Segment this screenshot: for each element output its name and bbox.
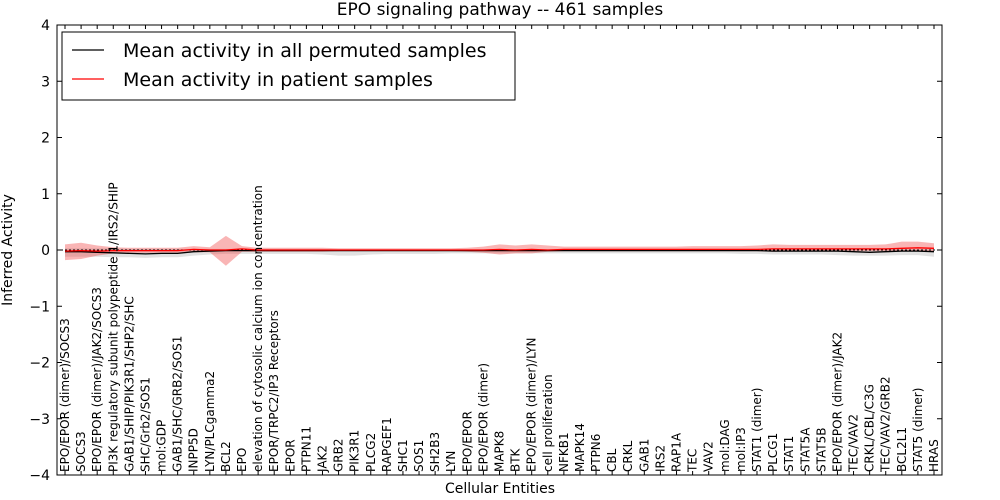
x-tick-label: RAPGEF1 (380, 417, 394, 472)
x-tick-label: STAT5A (798, 427, 812, 472)
y-tick-label: 1 (41, 187, 50, 203)
x-axis: EPO/EPOR (dimer)/SOCS3 SOCS3 EPO/EPOR (dim… (58, 25, 941, 475)
x-tick-label: RAP1A (670, 432, 684, 472)
x-tick-label: EPOR (283, 439, 297, 472)
x-tick-label: TEC/VAV2/GRB2 (879, 376, 893, 473)
x-tick-label: SOS1 (412, 440, 426, 472)
x-tick-label: JAK2 (316, 445, 330, 473)
y-tick-label: −2 (29, 356, 50, 372)
x-tick-label: LYN/PLCgamma2 (203, 371, 217, 472)
series-line-permuted (65, 249, 935, 255)
x-tick-label: TEC/VAV2 (847, 414, 861, 473)
x-tick-label: EPO/EPOR (dimer)/JAK2 (830, 332, 844, 472)
x-tick-label: SH2B3 (428, 432, 442, 472)
x-tick-label: EPOR/TRPC2/IP3 Receptors (267, 310, 281, 472)
y-tick-label: 2 (41, 131, 50, 147)
x-axis-label: Cellular Entities (445, 481, 555, 497)
x-tick-label: PIK3R1 (348, 430, 362, 472)
x-tick-label: LYN (444, 451, 458, 472)
legend-label: Mean activity in all permuted samples (123, 40, 486, 62)
y-tick-label: 0 (41, 243, 50, 259)
y-axis: 4 3 2 1 0 −1 −2 −3 −4 (29, 18, 942, 484)
x-tick-label: CRKL (621, 440, 635, 472)
x-tick-label: GRB2 (332, 438, 346, 472)
x-tick-label: INPP5D (187, 428, 201, 472)
y-axis-label: Inferred Activity (0, 194, 16, 306)
legend: Mean activity in all permuted samples Mea… (61, 31, 516, 101)
chart-title: EPO signaling pathway -- 461 samples (337, 0, 664, 20)
x-tick-label: SOCS3 (74, 431, 88, 472)
x-tick-label: EPO/EPOR (dimer) (476, 363, 490, 472)
x-tick-label: BCL2 (219, 441, 233, 472)
legend-label: Mean activity in patient samples (123, 69, 433, 91)
x-tick-label: elevation of cytosolic calcium ion conce… (251, 185, 265, 472)
y-tick-label: −3 (29, 412, 50, 428)
x-tick-label: EPO/EPOR (460, 411, 474, 472)
x-tick-label: STAT5B (814, 428, 828, 473)
x-tick-label: SHC1 (396, 439, 410, 472)
y-tick-label: 4 (41, 18, 50, 34)
x-tick-label: MAPK14 (573, 423, 587, 472)
series-lines (57, 247, 942, 255)
x-tick-label: EPO/EPOR (dimer)/LYN (525, 338, 539, 472)
x-tick-label: BTK (509, 447, 523, 472)
x-tick-label: CBL (605, 448, 619, 472)
x-tick-label: GAB1/SHIP/PIK3R1/SHP2/SHC (122, 296, 136, 472)
legend-box (61, 31, 516, 101)
x-tick-label: GAB1 (637, 439, 651, 472)
x-tick-label: EPO (235, 448, 249, 472)
x-tick-label: PLCG2 (364, 433, 378, 472)
y-tick-label: −1 (29, 299, 50, 315)
x-tick-label: BCL2L1 (895, 427, 909, 472)
x-tick-label: TEC (686, 449, 700, 473)
x-tick-label: EPO/EPOR (dimer)/JAK2/SOCS3 (90, 287, 104, 472)
x-tick-label: PTPN6 (589, 434, 603, 472)
x-tick-label: mol:GDP (155, 420, 169, 472)
x-tick-label: PLCG1 (766, 433, 780, 472)
y-tick-label: −4 (29, 468, 50, 484)
x-tick-label: PTPN11 (299, 426, 313, 472)
x-tick-label: GAB1/SHC/GRB2/SOS1 (171, 336, 185, 472)
x-tick-label: mol:DAG (718, 419, 732, 472)
x-tick-label: MAPK8 (493, 431, 507, 472)
x-tick-label: cell proliferation (541, 374, 555, 472)
x-tick-label: SHC/Grb2/SOS1 (139, 377, 153, 472)
x-tick-label: CRKL/CBL/C3G (863, 384, 877, 472)
x-tick-label: STAT1 (dimer) (750, 388, 764, 472)
x-tick-label: mol:IP3 (734, 427, 748, 472)
x-tick-label: VAV2 (702, 441, 716, 472)
series-line-patient (64, 247, 935, 252)
x-tick-label: IRS2 (653, 445, 667, 472)
x-tick-label: HRAS (927, 439, 941, 472)
y-tick-label: 3 (41, 74, 50, 90)
x-tick-label: EPO/EPOR (dimer)/SOCS3 (58, 318, 72, 472)
x-tick-label: PI3K regulatory subunit polypeptide 1/IR… (106, 182, 120, 472)
x-tick-label: STAT1 (782, 436, 796, 472)
x-tick-label: STAT5 (dimer) (911, 388, 925, 472)
x-tick-label: NFKB1 (557, 432, 571, 472)
